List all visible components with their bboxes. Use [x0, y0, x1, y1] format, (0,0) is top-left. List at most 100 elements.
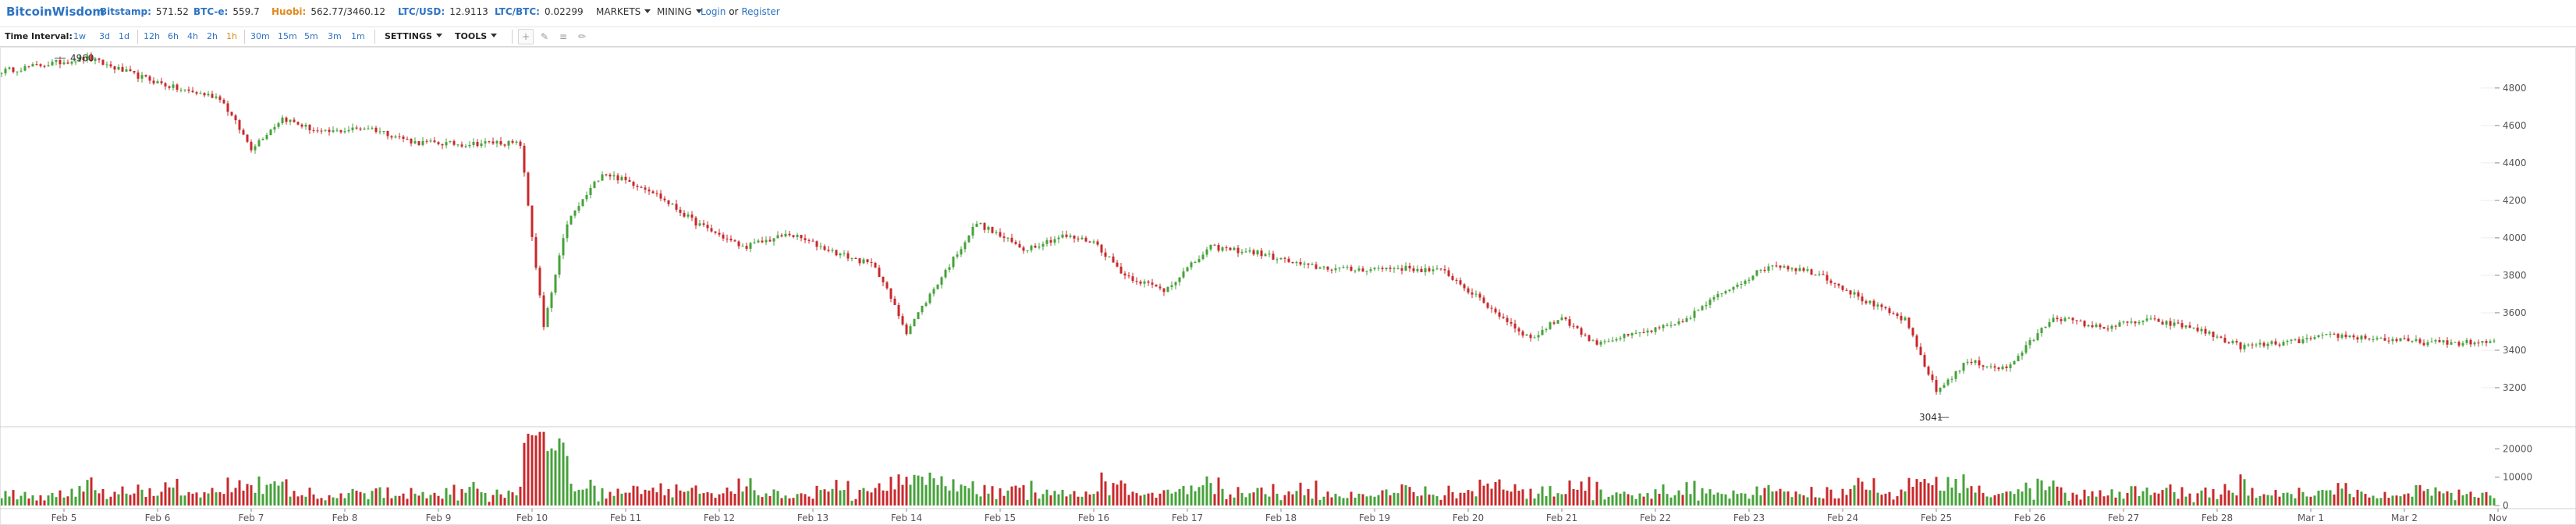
volume-bar: [538, 431, 541, 505]
candle-body: [406, 138, 409, 140]
interval-3d[interactable]: 3d: [99, 31, 110, 41]
candle-body: [2286, 340, 2289, 342]
volume-bar: [133, 493, 136, 505]
logo[interactable]: BitcoinWisdom: [6, 5, 105, 19]
volume-bar: [1685, 482, 1688, 505]
volume-bar: [1022, 484, 1025, 505]
interval-4h[interactable]: 4h: [187, 31, 198, 41]
interval-1h[interactable]: 1h: [226, 31, 237, 41]
volume-bar: [1549, 486, 1552, 505]
candle-body: [2013, 361, 2016, 365]
interval-3m[interactable]: 3m: [328, 31, 342, 41]
volume-bar: [2223, 484, 2227, 505]
volume-bar: [807, 496, 811, 505]
mining-menu[interactable]: MINING: [657, 6, 702, 17]
volume-bar: [644, 489, 647, 505]
lines-icon[interactable]: ≡: [555, 29, 571, 44]
candle-body: [156, 81, 159, 83]
ticker-ltc-btc[interactable]: LTC/BTC: 0.02299: [495, 6, 584, 17]
volume-bar: [1970, 486, 1973, 505]
candle-body: [1162, 288, 1166, 293]
volume-bar: [2473, 497, 2476, 505]
candle-body: [2274, 341, 2277, 345]
candle-body: [2001, 366, 2004, 370]
candle-body: [698, 223, 701, 226]
interval-12h[interactable]: 12h: [144, 31, 160, 41]
volume-bar: [1194, 491, 1197, 505]
candle-body: [1993, 366, 1996, 368]
tools-menu[interactable]: TOOLS: [455, 31, 498, 41]
markets-menu[interactable]: MARKETS: [596, 6, 651, 17]
volume-bar: [1634, 498, 1637, 505]
candle-body: [1978, 360, 1981, 366]
volume-bar: [835, 480, 838, 505]
candle-body: [2204, 328, 2207, 334]
date-tick-label: Feb 23: [1733, 513, 1765, 523]
candle-body: [1256, 250, 1259, 255]
volume-bar: [2177, 498, 2180, 505]
volume-bar: [187, 491, 190, 505]
interval-1d[interactable]: 1d: [119, 31, 130, 41]
ticker-btce[interactable]: BTC-e: 559.7: [193, 6, 260, 17]
volume-bar: [706, 491, 709, 505]
volume-bar: [1759, 495, 1762, 505]
candle-body: [1708, 299, 1712, 305]
candle-body: [1049, 239, 1052, 243]
candle-body: [1408, 265, 1411, 269]
candle-body: [1034, 245, 1037, 248]
volume-bar: [827, 491, 830, 505]
candle-body: [667, 200, 670, 204]
interval-15m[interactable]: 15m: [278, 31, 297, 41]
candle-body: [2188, 325, 2191, 328]
volume-bar: [2184, 496, 2187, 505]
volume-bar: [1303, 495, 1306, 505]
volume-bar: [1482, 485, 1485, 505]
volume-bar: [558, 438, 561, 505]
candle-body: [1904, 317, 1907, 321]
interval-1w[interactable]: 1w: [73, 31, 86, 41]
volume-bar: [745, 486, 748, 505]
price-chart[interactable]: 3200 3400 3600 3800 4000 4200 4400 4600 4800 0 100…: [0, 47, 2576, 525]
volume-bar: [831, 488, 834, 505]
candle-body: [1720, 293, 1723, 295]
volume-bar: [320, 498, 323, 505]
volume-bar: [476, 488, 479, 505]
candle-body: [343, 131, 346, 133]
crosshair-icon[interactable]: +: [518, 29, 534, 44]
interval-5m[interactable]: 5m: [304, 31, 318, 41]
volume-bar: [484, 492, 487, 505]
interval-1m[interactable]: 1m: [351, 31, 365, 41]
candle-body: [335, 129, 339, 131]
candle-body: [523, 145, 526, 173]
candle-body: [1545, 328, 1548, 330]
candle-body: [1299, 261, 1302, 265]
volume-bar: [2052, 480, 2055, 505]
candle-body: [624, 176, 627, 180]
volume-bar: [1077, 496, 1080, 505]
account-links: Login or Register: [701, 6, 780, 17]
interval-2h[interactable]: 2h: [207, 31, 218, 41]
ticker-ltc-usd[interactable]: LTC/USD: 12.9113: [398, 6, 488, 17]
settings-menu[interactable]: SETTINGS: [385, 31, 442, 41]
candle-body: [2231, 341, 2234, 343]
candle-body: [109, 64, 112, 67]
candle-body: [1170, 285, 1173, 288]
ticker-bitstamp[interactable]: Bitstamp: 571.52: [100, 6, 189, 17]
login-link[interactable]: Login: [701, 6, 726, 17]
volume-bar: [2083, 489, 2086, 505]
interval-6h[interactable]: 6h: [168, 31, 179, 41]
candle-body: [1088, 241, 1091, 243]
volume-bar: [1010, 486, 1013, 505]
pencil-icon[interactable]: ✎: [537, 29, 552, 44]
volume-bar: [2348, 493, 2351, 505]
candle-body: [628, 179, 631, 183]
interval-30m[interactable]: 30m: [250, 31, 270, 41]
register-link[interactable]: Register: [741, 6, 780, 17]
candle-body: [324, 129, 327, 131]
volume-bar: [519, 486, 522, 505]
candle-body: [1276, 259, 1279, 261]
candle-body: [1611, 340, 1614, 342]
ticker-huobi[interactable]: Huobi: 562.77/3460.12: [271, 6, 385, 17]
brush-icon[interactable]: ✏: [574, 29, 590, 44]
volume-bar: [343, 498, 346, 505]
